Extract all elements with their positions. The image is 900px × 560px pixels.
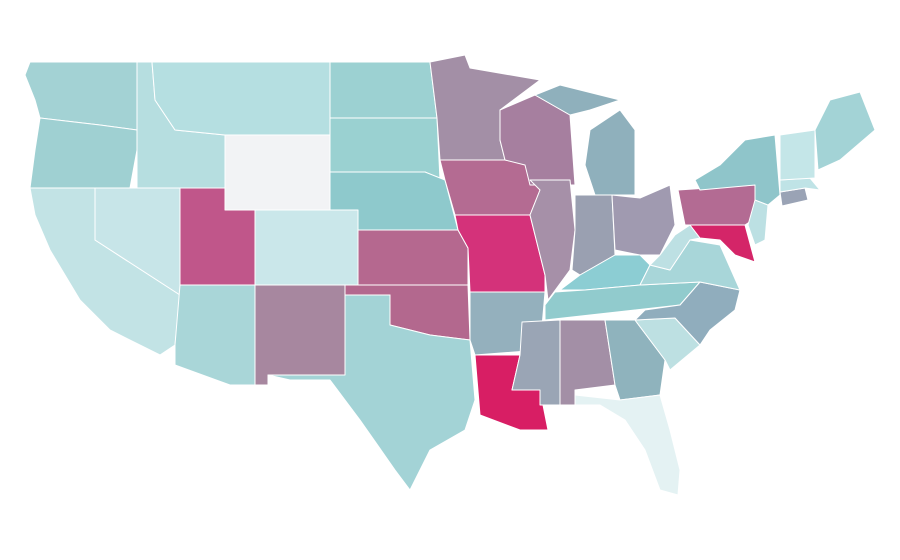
state <box>29 117 138 189</box>
state <box>267 294 476 491</box>
states <box>24 54 876 496</box>
state <box>689 224 756 263</box>
state <box>534 84 636 196</box>
state <box>677 184 761 226</box>
state <box>529 179 576 301</box>
state <box>634 281 741 346</box>
state <box>694 134 781 206</box>
state <box>357 229 469 286</box>
state <box>611 184 676 256</box>
state <box>779 129 816 181</box>
state <box>224 134 331 211</box>
state <box>174 284 256 386</box>
state <box>254 209 359 286</box>
state <box>574 394 681 496</box>
state <box>814 91 876 171</box>
state <box>329 61 438 119</box>
state <box>151 61 331 136</box>
state <box>254 284 346 386</box>
state <box>439 159 541 216</box>
state <box>329 117 441 181</box>
